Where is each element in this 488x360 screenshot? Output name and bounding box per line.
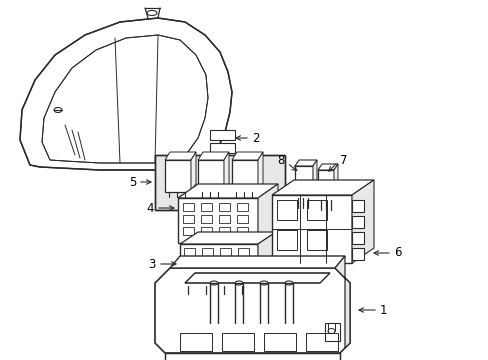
Polygon shape: [294, 160, 316, 166]
Polygon shape: [164, 152, 196, 160]
Text: 8: 8: [277, 153, 285, 166]
Bar: [183, 215, 194, 223]
Polygon shape: [351, 232, 363, 244]
Polygon shape: [294, 166, 312, 198]
Bar: [238, 248, 248, 256]
Text: 4: 4: [146, 202, 154, 215]
Text: 2: 2: [251, 131, 259, 144]
Bar: [219, 227, 229, 235]
Bar: [306, 200, 326, 220]
Bar: [276, 200, 296, 220]
Polygon shape: [198, 152, 228, 160]
Bar: [325, 323, 339, 341]
Bar: [164, 160, 191, 192]
Polygon shape: [184, 273, 329, 283]
Polygon shape: [42, 35, 207, 163]
Polygon shape: [351, 216, 363, 228]
Ellipse shape: [54, 108, 62, 112]
Text: 5: 5: [128, 176, 136, 189]
Polygon shape: [170, 256, 345, 268]
Bar: [237, 227, 247, 235]
Bar: [202, 248, 213, 256]
Bar: [231, 160, 258, 192]
Polygon shape: [317, 164, 337, 170]
Polygon shape: [224, 152, 228, 192]
Ellipse shape: [235, 281, 243, 285]
Text: 7: 7: [339, 153, 347, 166]
Bar: [155, 155, 285, 210]
Bar: [220, 248, 230, 256]
Bar: [183, 248, 195, 256]
Bar: [202, 260, 213, 268]
Text: 6: 6: [393, 247, 401, 260]
Bar: [198, 160, 224, 192]
Bar: [264, 333, 295, 351]
Polygon shape: [191, 152, 196, 192]
Bar: [201, 215, 212, 223]
Bar: [202, 272, 213, 280]
Bar: [201, 203, 212, 211]
Bar: [237, 215, 247, 223]
Bar: [209, 130, 235, 140]
Ellipse shape: [147, 10, 157, 15]
Ellipse shape: [209, 281, 218, 285]
Bar: [183, 272, 195, 280]
Bar: [209, 143, 235, 153]
Polygon shape: [317, 170, 333, 200]
Ellipse shape: [285, 281, 292, 285]
Polygon shape: [271, 180, 373, 195]
Polygon shape: [231, 152, 263, 160]
Bar: [305, 333, 337, 351]
Bar: [219, 215, 229, 223]
Bar: [238, 272, 248, 280]
Bar: [183, 203, 194, 211]
Polygon shape: [180, 232, 275, 244]
Polygon shape: [351, 180, 373, 263]
Polygon shape: [180, 244, 258, 286]
Bar: [222, 333, 253, 351]
Bar: [220, 272, 230, 280]
Text: 3: 3: [148, 257, 156, 270]
Bar: [306, 230, 326, 250]
Bar: [276, 230, 296, 250]
Polygon shape: [333, 164, 337, 200]
Bar: [238, 260, 248, 268]
Polygon shape: [351, 248, 363, 260]
Polygon shape: [334, 256, 349, 348]
Text: 1: 1: [379, 303, 386, 316]
Polygon shape: [351, 200, 363, 212]
Bar: [183, 227, 194, 235]
Bar: [220, 260, 230, 268]
Bar: [201, 227, 212, 235]
Polygon shape: [258, 232, 275, 286]
Bar: [219, 203, 229, 211]
Polygon shape: [258, 152, 263, 192]
Bar: [209, 156, 235, 166]
Polygon shape: [155, 268, 349, 353]
Bar: [183, 260, 195, 268]
Polygon shape: [178, 198, 258, 243]
Bar: [155, 155, 285, 210]
Polygon shape: [258, 184, 278, 243]
Ellipse shape: [260, 281, 267, 285]
Polygon shape: [178, 184, 278, 198]
Bar: [180, 333, 212, 351]
Bar: [237, 203, 247, 211]
Polygon shape: [20, 18, 231, 170]
Polygon shape: [164, 353, 339, 360]
Polygon shape: [271, 195, 351, 263]
Polygon shape: [312, 160, 316, 198]
